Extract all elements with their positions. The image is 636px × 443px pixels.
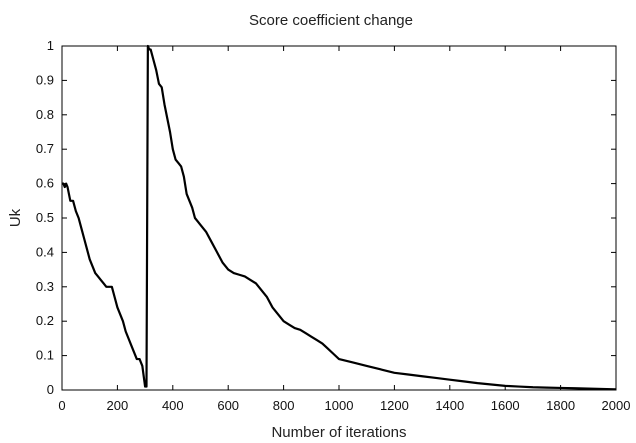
y-axis: 0 0.1 0.2 0.3 0.4 0.5 0.6 0.7 0.8 0.9 1 [36,38,616,397]
chart-title: Score coefficient change [249,12,413,29]
plot-frame [61,45,617,391]
x-tick-label: 2000 [602,398,631,413]
y-tick-label: 1 [47,38,54,53]
x-tick-label: 200 [107,398,129,413]
x-tick-label: 1400 [435,398,464,413]
x-tick-label: 1200 [380,398,409,413]
y-tick-label: 0.3 [36,279,54,294]
x-tick-label: 600 [217,398,239,413]
x-tick-label: 1800 [546,398,575,413]
x-tick-label: 0 [58,398,65,413]
y-tick-label: 0.9 [36,72,54,87]
y-tick-label: 0.1 [36,348,54,363]
x-tick-label: 1600 [491,398,520,413]
y-tick-label: 0.6 [36,176,54,191]
y-tick-label: 0.2 [36,313,54,328]
y-axis-label: Uk [7,208,24,227]
y-tick-label: 0.8 [36,107,54,122]
y-tick-label: 0.5 [36,210,54,225]
x-axis: 0 200 400 600 800 1000 1200 1400 1600 1800 2000 [58,46,630,413]
x-tick-label: 1000 [325,398,354,413]
x-axis-label: Number of iterations [271,424,406,441]
x-tick-label: 800 [273,398,295,413]
y-tick-label: 0.4 [36,244,54,259]
y-tick-label: 0 [47,382,54,397]
series-line-uk [62,44,617,391]
x-tick-label: 400 [162,398,184,413]
y-tick-label: 0.7 [36,141,54,156]
